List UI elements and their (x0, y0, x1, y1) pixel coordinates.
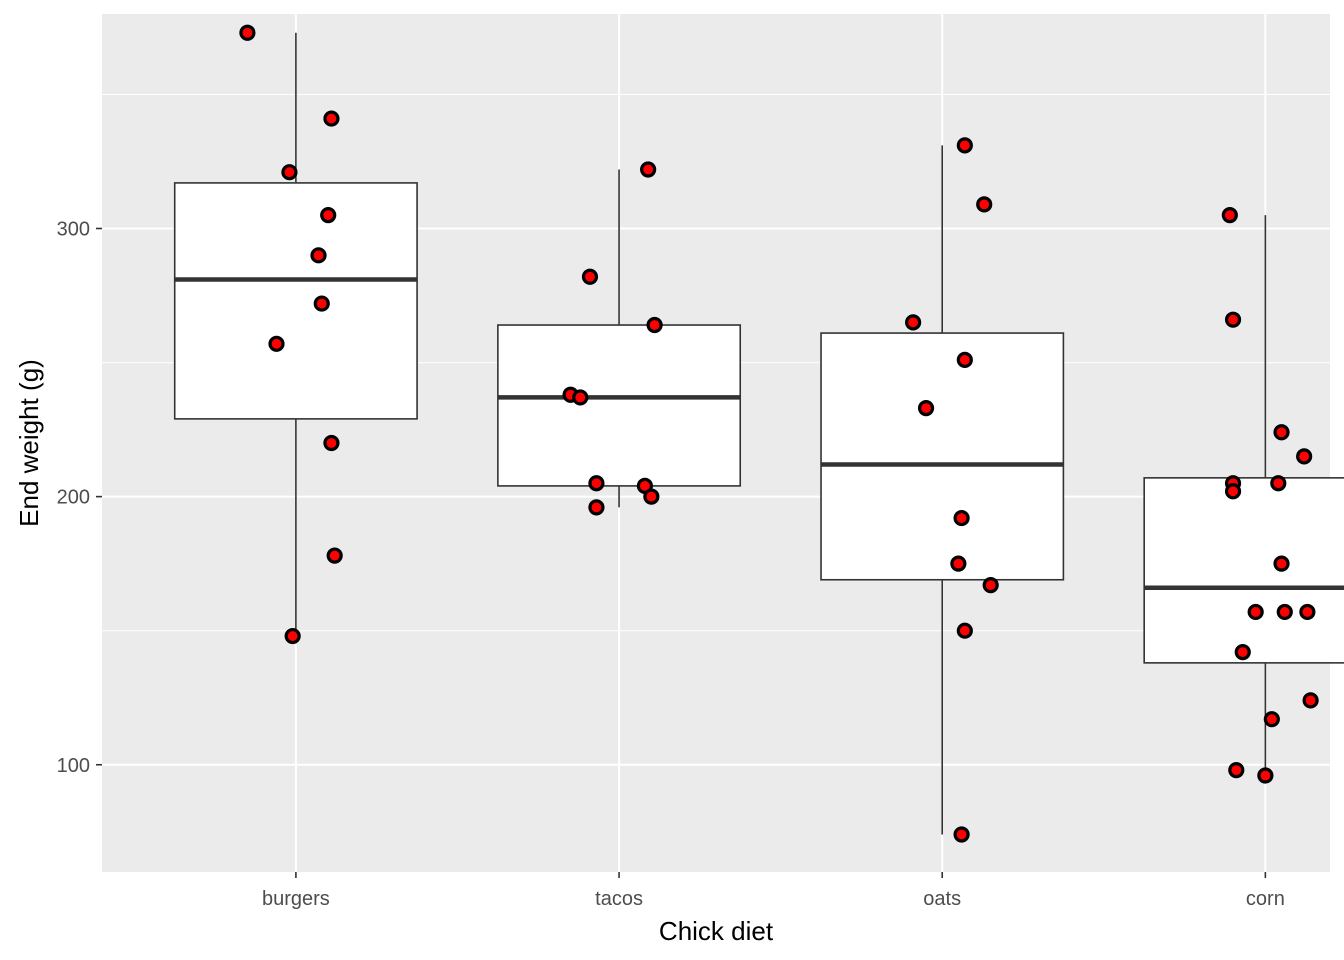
data-point (1247, 603, 1264, 621)
boxes (173, 32, 1344, 835)
y-axis-title: End weight (g) (14, 359, 44, 527)
data-point (982, 577, 999, 594)
data-point (284, 627, 301, 645)
data-point (1234, 644, 1251, 661)
data-point (646, 316, 663, 334)
data-point (956, 622, 973, 639)
box-corn (1143, 215, 1344, 776)
data-point (313, 295, 330, 312)
x-tick-label: tacos (595, 888, 643, 910)
data-point (323, 110, 340, 127)
data-point (268, 335, 285, 352)
data-point (1257, 767, 1274, 784)
x-tick-label: oats (923, 888, 961, 910)
data-point (1273, 424, 1290, 441)
data-point (572, 389, 589, 406)
data-point (320, 206, 337, 224)
box-iqr (1143, 477, 1344, 664)
data-point (953, 509, 970, 527)
data-point (950, 555, 967, 572)
data-point (281, 164, 298, 181)
data-point (640, 161, 657, 178)
data-point (1273, 555, 1290, 572)
y-tick-label: 100 (57, 755, 90, 777)
y-axis: 100 200 300 (57, 219, 102, 777)
y-tick-label: 300 (57, 219, 90, 241)
data-point (310, 247, 327, 264)
box-iqr (173, 182, 418, 420)
data-point (588, 499, 605, 516)
x-axis-title: Chick diet (659, 916, 774, 946)
data-point (956, 137, 973, 154)
data-point (239, 24, 256, 41)
data-point (1263, 711, 1280, 728)
data-point (1302, 692, 1319, 709)
y-tick-label: 200 (57, 487, 90, 509)
data-point (953, 826, 970, 843)
data-point (976, 196, 993, 213)
data-point (1224, 483, 1242, 500)
data-point (917, 400, 935, 417)
data-point (581, 268, 599, 285)
data-point (323, 434, 340, 452)
box-iqr (497, 324, 742, 487)
data-point (1296, 448, 1313, 465)
data-point (1221, 206, 1238, 224)
box-tacos (497, 169, 742, 508)
box-burgers (173, 32, 418, 637)
box-oats (820, 145, 1065, 835)
data-point (905, 314, 922, 331)
data-point (326, 547, 343, 564)
data-point (1299, 603, 1316, 621)
x-tick-label: corn (1246, 888, 1285, 910)
data-point (1228, 762, 1245, 779)
box-iqr (820, 332, 1065, 581)
data-point (956, 351, 973, 368)
data-point (1276, 603, 1293, 621)
data-point (643, 488, 660, 505)
x-tick-label: burgers (262, 888, 330, 910)
x-axis: burgers tacos oats corn (262, 872, 1285, 910)
data-point (1224, 311, 1242, 328)
data-point (1270, 475, 1287, 492)
data-points (239, 24, 1319, 843)
data-point (588, 475, 605, 492)
